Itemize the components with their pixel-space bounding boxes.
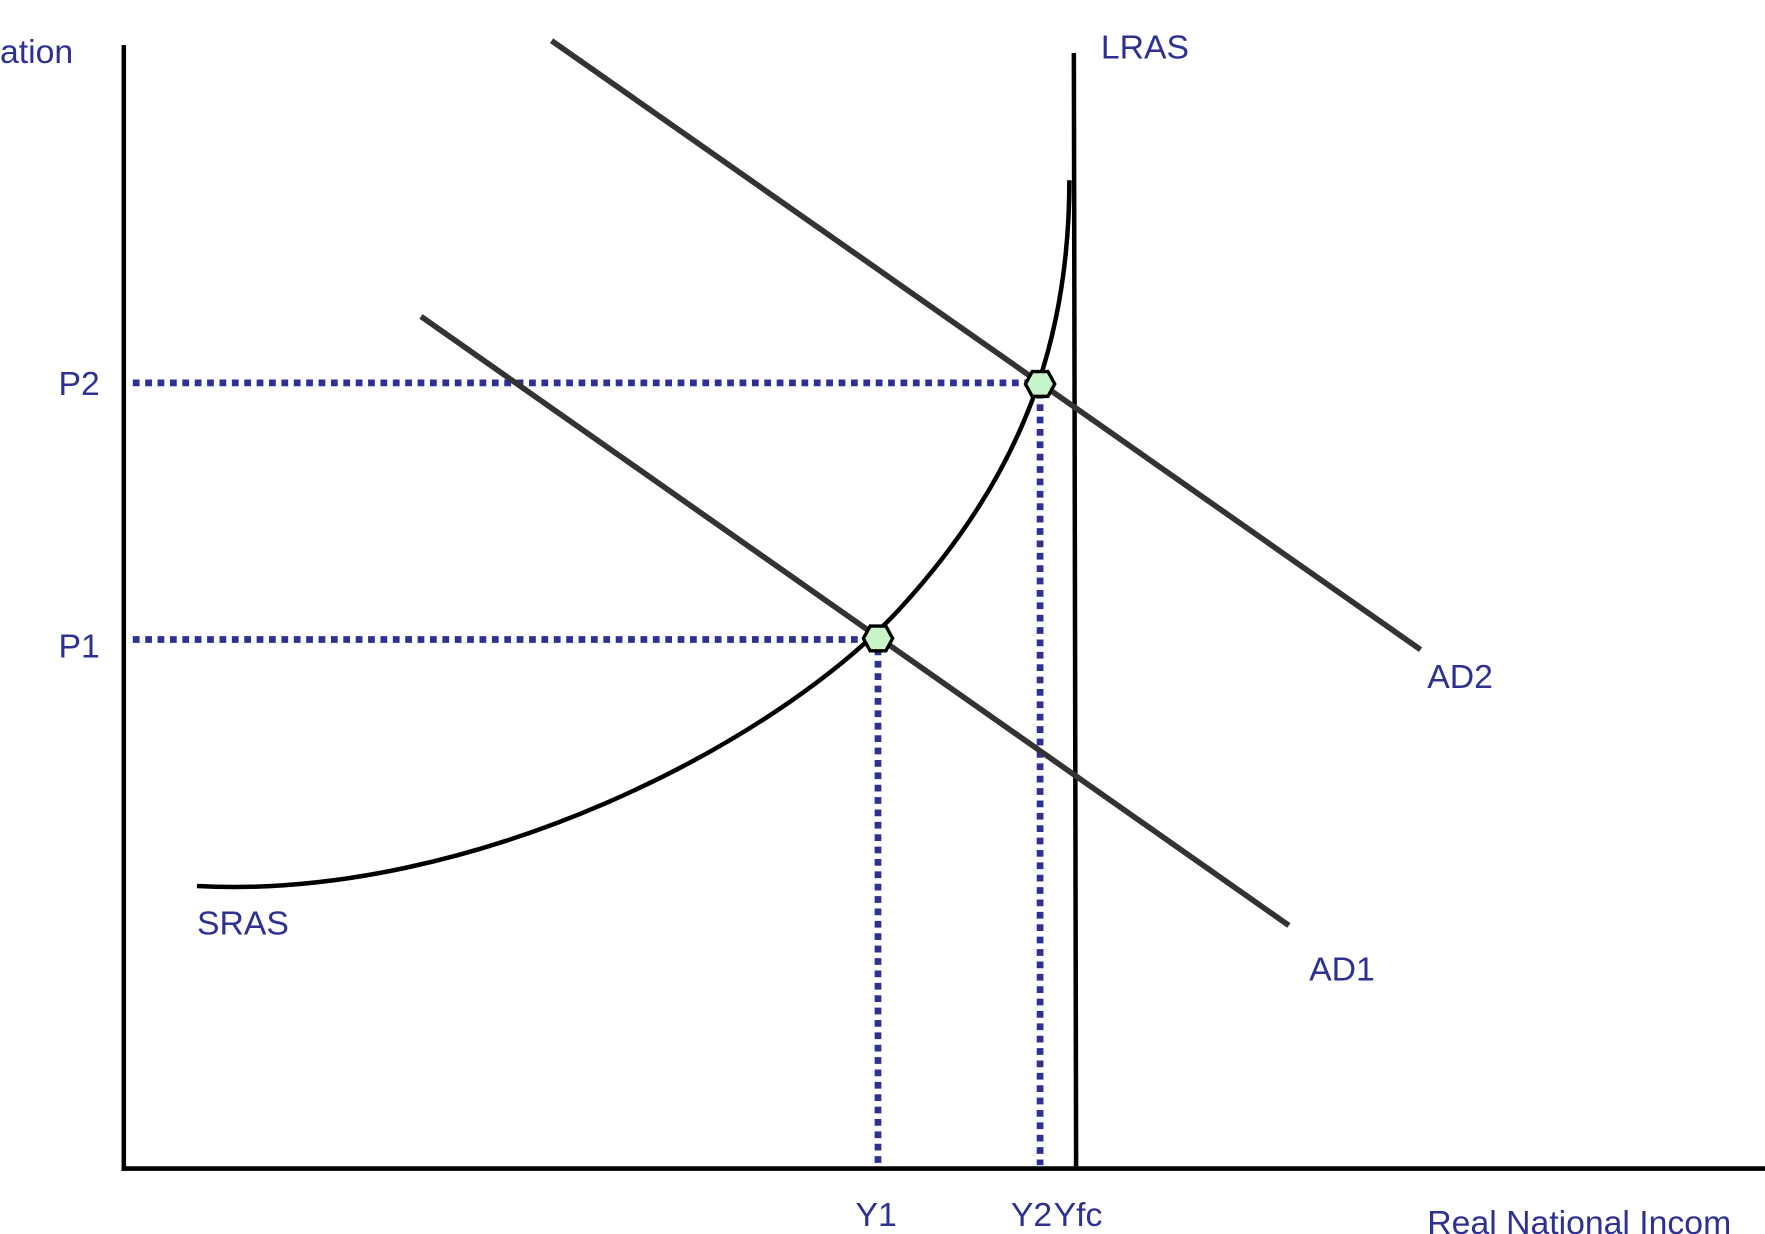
- output-label: Yfc: [1054, 1196, 1103, 1234]
- output-label: Y1: [855, 1196, 896, 1234]
- curve-label: SRAS: [197, 904, 289, 942]
- curve-label: AD2: [1427, 658, 1493, 696]
- price-label: P1: [59, 628, 100, 666]
- price-label: P2: [59, 365, 100, 403]
- sras-curve: [196, 180, 1072, 890]
- ad2-line: [549, 38, 1423, 652]
- equilibrium-point: [861, 624, 895, 653]
- curve-label: LRAS: [1101, 29, 1189, 67]
- x-axis-label: Real National Incom: [1427, 1204, 1731, 1234]
- lras-line: [1071, 53, 1079, 1167]
- y-axis-label: ation: [0, 33, 73, 71]
- equilibrium-point: [1023, 369, 1057, 399]
- curve-label: AD1: [1309, 951, 1375, 989]
- ad1-line: [419, 314, 1291, 928]
- output-label: Y2: [1011, 1196, 1052, 1234]
